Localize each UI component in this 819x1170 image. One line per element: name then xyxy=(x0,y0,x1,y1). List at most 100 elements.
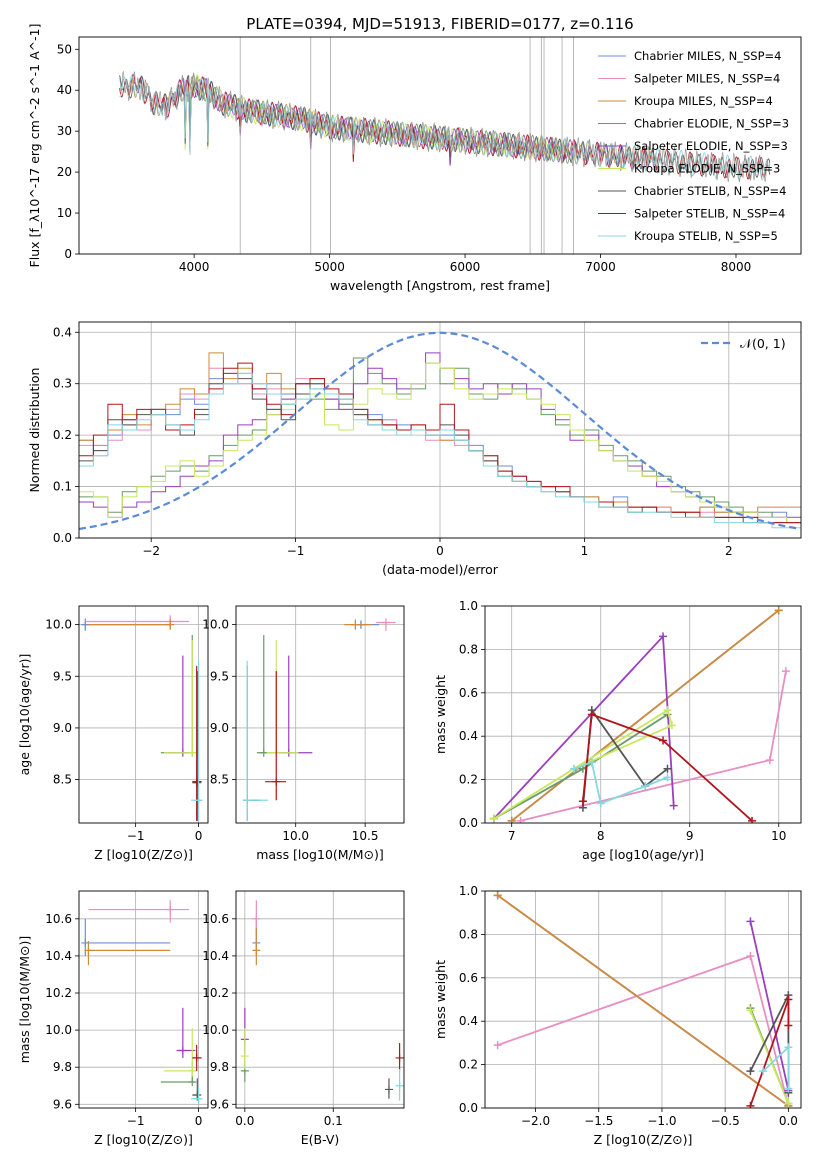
point-salpeter-miles xyxy=(88,900,190,923)
y-tick-label: 10.0 xyxy=(45,1023,72,1037)
x-tick-label: 8000 xyxy=(721,260,752,274)
y-tick-label: 0 xyxy=(64,247,72,261)
point-chabrier-stelib xyxy=(242,665,260,821)
series-marker xyxy=(784,1021,793,1030)
y-tick-label: 9.5 xyxy=(53,669,72,683)
x-tick-label: −1 xyxy=(127,829,145,843)
point-salpeter-elodie xyxy=(274,655,313,757)
x-tick-label: 0 xyxy=(436,544,444,558)
x-tick-label: 0.0 xyxy=(235,1114,254,1128)
x-axis-label: age [log10(age/yr)] xyxy=(582,847,704,862)
axes-frame xyxy=(78,890,209,1109)
x-tick-label: 0.0 xyxy=(779,1114,798,1128)
point-marker xyxy=(259,748,268,757)
axes-frame xyxy=(78,36,802,255)
series-marker xyxy=(748,816,757,823)
point-kroupa-elodie xyxy=(240,1028,249,1070)
legend-label: Kroupa MILES, N_SSP=4 xyxy=(634,94,773,108)
spectrum-line xyxy=(180,77,574,166)
series-marker xyxy=(493,891,502,900)
plot-area-z_age xyxy=(81,615,203,821)
series-marker xyxy=(669,801,678,810)
y-axis-label: Flux [f_λ10^-17 erg cm^-2 s^-1 A^-1] xyxy=(27,24,42,268)
point-salpeter-stelib xyxy=(395,1043,404,1071)
y-tick-label: 1.0 xyxy=(459,599,478,613)
x-tick-label: 7000 xyxy=(585,260,616,274)
series-marker xyxy=(587,710,596,719)
x-tick-label: −0.5 xyxy=(711,1114,740,1128)
series-marker xyxy=(663,764,672,773)
y-tick-label: 0.4 xyxy=(459,1014,478,1028)
y-tick-label: 0.2 xyxy=(459,773,478,787)
gaussian-curve xyxy=(79,331,799,531)
series-kroupa-miles xyxy=(497,894,789,1107)
point-kroupa-miles xyxy=(88,619,175,630)
y-tick-label: 10.4 xyxy=(202,949,229,963)
legend-label: Chabrier MILES, N_SSP=4 xyxy=(634,49,781,63)
series-marker xyxy=(746,952,755,961)
y-tick-label: 10.4 xyxy=(45,949,72,963)
series-marker xyxy=(784,1099,793,1108)
y-tick-label: 0.1 xyxy=(53,480,72,494)
legend-label: Chabrier STELIB, N_SSP=4 xyxy=(634,184,786,198)
y-tick-label: 0.6 xyxy=(459,686,478,700)
series-marker xyxy=(489,814,498,823)
x-tick-label: −1 xyxy=(127,1114,145,1128)
point-marker xyxy=(166,905,175,914)
point-kroupa-miles xyxy=(252,928,261,966)
point-kroupa-stelib xyxy=(395,1069,404,1101)
panel-z_age: −1 0 8.5 9.0 9.5 10.0 Z [log10(Z/Z⊙)] age [log1… xyxy=(17,605,209,862)
point-marker xyxy=(193,1091,202,1100)
series-marker xyxy=(746,1006,755,1015)
point-chabrier-elodie xyxy=(160,634,197,757)
x-tick-label: −1.5 xyxy=(584,1114,613,1128)
legend-gaussian-label: 𝒩(0, 1) xyxy=(740,336,786,351)
y-tick-label: 30 xyxy=(57,124,72,138)
y-tick-label: 9.0 xyxy=(53,721,72,735)
plot-area-z_weight xyxy=(493,891,793,1108)
y-axis-label: age [log10(age/yr)] xyxy=(17,654,32,776)
series-marker xyxy=(784,1084,793,1093)
plot-area-age_weight xyxy=(489,606,790,823)
axes-frame xyxy=(484,890,802,1109)
y-tick-label: 9.6 xyxy=(210,1097,229,1111)
y-tick-label: 0.0 xyxy=(459,816,478,830)
y-tick-label: 1.0 xyxy=(459,884,478,898)
y-tick-label: 8.5 xyxy=(210,773,229,787)
x-axis-label: Z [log10(Z/Z⊙)] xyxy=(594,1132,693,1147)
axes-frame xyxy=(235,605,405,824)
series-marker xyxy=(596,799,605,808)
x-tick-label: 8 xyxy=(597,829,605,843)
series-marker xyxy=(663,706,672,715)
point-marker xyxy=(194,1094,203,1103)
panel-age_weight: 7 8 9 10 0.0 0.2 0.4 0.6 0.8 1.0 age [log10(age/yr… xyxy=(433,599,802,862)
series-kroupa-elodie xyxy=(749,1010,790,1105)
series-kroupa-elodie xyxy=(493,708,673,820)
x-tick-label: 9 xyxy=(686,829,694,843)
panel-ebv_mass: 0.0 0.1 9.6 9.8 10.0 10.2 10.4 10.6 E(B-V) xyxy=(202,890,405,1147)
point-kroupa-elodie xyxy=(163,1028,197,1077)
point-chabrier-elodie xyxy=(160,1061,197,1087)
series-marker xyxy=(667,721,676,730)
x-tick-label: 0 xyxy=(195,1114,203,1128)
x-tick-label: −1 xyxy=(287,544,305,558)
spectrum-line xyxy=(119,74,771,180)
spectrum-line xyxy=(119,75,771,181)
point-marker xyxy=(193,778,202,787)
x-tick-label: −2 xyxy=(142,544,160,558)
series-marker xyxy=(659,736,668,745)
x-axis-label: mass [log10(M/M⊙)] xyxy=(256,847,384,862)
point-marker xyxy=(192,1053,201,1062)
series-marker xyxy=(784,1043,793,1052)
series-marker xyxy=(663,773,672,782)
y-tick-label: 10.2 xyxy=(202,986,229,1000)
axes-frame xyxy=(78,605,209,824)
point-kroupa-elodie xyxy=(163,640,197,757)
panel-residual_hist: −2 −1 0 1 2 0.0 0.1 0.2 0.3 0.4 (data-model)/error… xyxy=(27,321,802,577)
point-chabrier-stelib xyxy=(192,1078,202,1101)
point-kroupa-stelib xyxy=(242,660,268,821)
hist-kroupa-elodie xyxy=(79,362,801,524)
point-marker xyxy=(188,748,197,757)
y-tick-label: 40 xyxy=(57,83,72,97)
y-tick-label: 10.6 xyxy=(202,912,229,926)
